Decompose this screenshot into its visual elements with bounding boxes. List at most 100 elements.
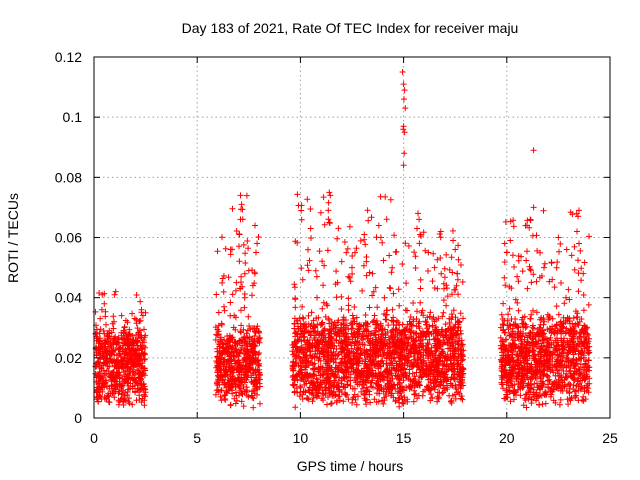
data-point (459, 396, 466, 403)
data-point (457, 310, 464, 317)
data-point (249, 292, 255, 299)
data-point (396, 327, 403, 334)
data-point (345, 326, 352, 333)
data-point (302, 358, 309, 365)
data-point (389, 375, 396, 382)
data-point (374, 385, 381, 392)
data-point (107, 343, 114, 350)
data-point (341, 331, 348, 338)
data-point (354, 381, 361, 388)
data-point (515, 278, 522, 285)
data-point (311, 336, 318, 343)
data-point (129, 401, 136, 408)
data-point (227, 402, 234, 409)
data-point (212, 336, 219, 343)
data-point (137, 377, 144, 384)
data-point (391, 381, 397, 388)
data-point (92, 308, 99, 315)
data-point (93, 394, 100, 401)
data-point (361, 347, 368, 353)
data-point-outlier (307, 225, 314, 232)
data-point (309, 389, 316, 396)
data-point (305, 312, 312, 319)
data-point (296, 371, 303, 378)
data-point (111, 318, 117, 325)
data-point (412, 253, 419, 260)
data-point (387, 196, 394, 203)
data-point (221, 369, 228, 376)
data-point (427, 309, 434, 316)
data-point (457, 373, 464, 380)
data-point (373, 321, 380, 328)
data-point (375, 334, 382, 341)
data-point-outlier (580, 270, 587, 277)
data-point-outlier (111, 291, 118, 298)
data-point (362, 360, 369, 367)
data-point (402, 240, 409, 247)
data-point (300, 388, 307, 395)
data-point (340, 383, 347, 390)
data-point (405, 243, 412, 249)
data-point (578, 265, 585, 272)
data-point (380, 360, 387, 367)
data-point (320, 194, 327, 201)
data-point (101, 340, 108, 347)
data-point (314, 321, 321, 328)
data-point (387, 285, 394, 292)
data-point (438, 270, 445, 277)
data-point (306, 337, 313, 343)
data-point (221, 336, 228, 343)
data-point (320, 299, 327, 306)
data-point (388, 317, 395, 324)
data-point (380, 257, 387, 264)
data-point (367, 399, 374, 406)
data-point (332, 324, 339, 331)
data-point (380, 342, 387, 349)
data-point (375, 381, 382, 388)
data-point (97, 326, 104, 333)
data-point (214, 248, 221, 255)
data-point-outlier (555, 234, 562, 241)
data-point (557, 240, 564, 247)
data-point (362, 379, 369, 386)
data-point (376, 328, 382, 335)
data-point (255, 357, 261, 364)
data-point (460, 315, 466, 322)
data-point (300, 344, 306, 351)
data-point (237, 385, 244, 392)
data-point (298, 216, 305, 223)
data-point (517, 392, 524, 399)
data-point (289, 348, 296, 355)
data-point (233, 366, 240, 373)
data-point (303, 380, 310, 387)
data-point (341, 239, 348, 245)
data-point (385, 322, 392, 329)
data-point (110, 325, 117, 332)
data-point (541, 260, 548, 267)
data-point (299, 328, 306, 335)
data-point (128, 357, 135, 363)
data-point (363, 333, 370, 340)
y-tick-label: 0.08 (55, 169, 82, 185)
data-point-outlier (524, 285, 531, 292)
data-point (361, 392, 368, 398)
data-point (141, 393, 148, 400)
data-point (101, 348, 108, 355)
data-point (349, 253, 356, 259)
data-point (139, 312, 146, 319)
data-point (381, 311, 388, 317)
data-point-outlier (253, 249, 259, 256)
data-point (315, 357, 322, 364)
data-point (106, 363, 113, 369)
data-point (397, 390, 404, 397)
data-point (321, 327, 328, 334)
data-point (238, 365, 245, 372)
data-point (303, 353, 310, 360)
data-point (383, 311, 390, 318)
data-point (358, 382, 365, 388)
data-point (293, 352, 300, 359)
data-point-outlier (563, 246, 570, 253)
data-point (131, 382, 138, 389)
data-point (241, 338, 248, 345)
data-point (343, 249, 350, 256)
